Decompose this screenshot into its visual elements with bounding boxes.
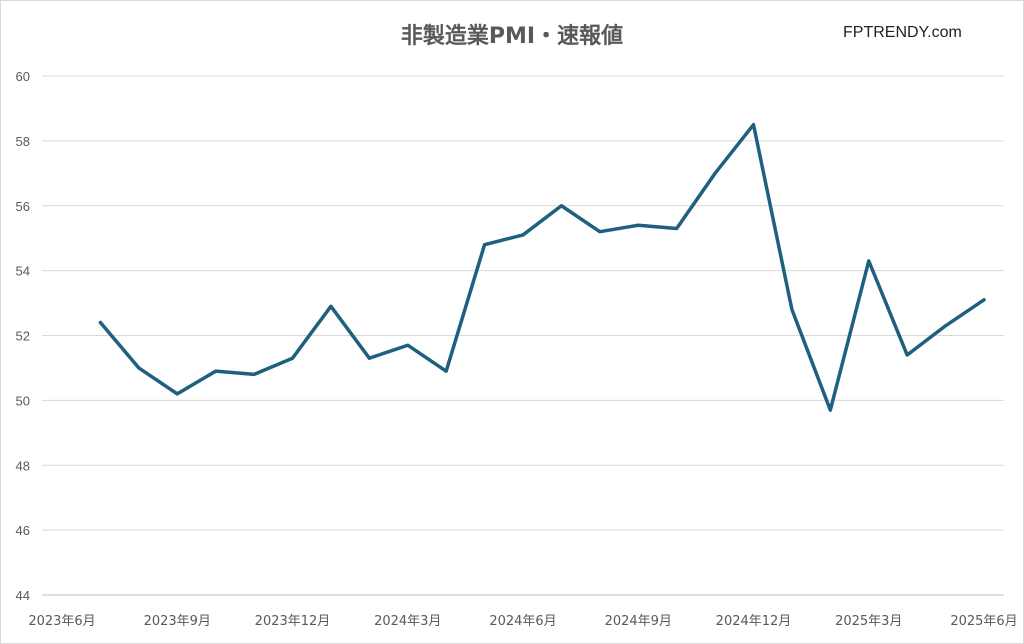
- data-point: [137, 366, 141, 370]
- x-tick-label: 2023年6月: [28, 614, 95, 629]
- y-tick-label: 52: [16, 329, 30, 344]
- data-point: [291, 356, 294, 360]
- data-point: [790, 308, 794, 312]
- y-tick-label: 48: [16, 458, 30, 473]
- x-tick-label: 2024年9月: [605, 614, 672, 629]
- y-tick-label: 60: [16, 69, 30, 84]
- y-tick-label: 54: [16, 264, 30, 279]
- data-point: [175, 392, 179, 396]
- data-point: [636, 223, 640, 227]
- watermark: FPTRENDY.com: [843, 24, 962, 41]
- data-point: [598, 230, 602, 234]
- data-point: [367, 356, 371, 360]
- y-tick-label: 50: [16, 393, 30, 408]
- data-point: [828, 408, 832, 412]
- data-point: [713, 171, 717, 175]
- x-tick-label: 2025年3月: [835, 614, 902, 629]
- data-point: [406, 343, 410, 347]
- y-tick-label: 58: [16, 134, 30, 149]
- data-point: [675, 226, 679, 230]
- data-point: [982, 298, 986, 302]
- data-point: [752, 123, 755, 127]
- x-tick-label: 2023年9月: [144, 614, 211, 629]
- x-tick-label: 2025年6月: [950, 614, 1017, 629]
- data-point: [944, 324, 948, 328]
- y-tick-label: 44: [16, 588, 30, 603]
- y-tick-label: 46: [16, 523, 30, 538]
- y-tick-label: 56: [16, 199, 30, 214]
- data-point: [444, 369, 448, 373]
- data-point: [905, 353, 909, 357]
- x-tick-label: 2024年6月: [489, 614, 556, 629]
- series-line: [98, 122, 986, 412]
- x-tick-label: 2023年12月: [255, 614, 331, 629]
- data-point: [867, 259, 871, 263]
- data-point: [252, 372, 256, 376]
- data-point: [559, 204, 563, 208]
- data-point: [214, 369, 218, 373]
- chart-title: 非製造業PMI・速報値: [400, 24, 624, 49]
- data-point: [521, 233, 525, 237]
- data-point: [98, 321, 102, 325]
- data-point: [483, 243, 487, 247]
- data-point: [329, 304, 333, 308]
- x-tick-label: 2024年12月: [716, 614, 792, 629]
- x-tick-label: 2024年3月: [374, 614, 441, 629]
